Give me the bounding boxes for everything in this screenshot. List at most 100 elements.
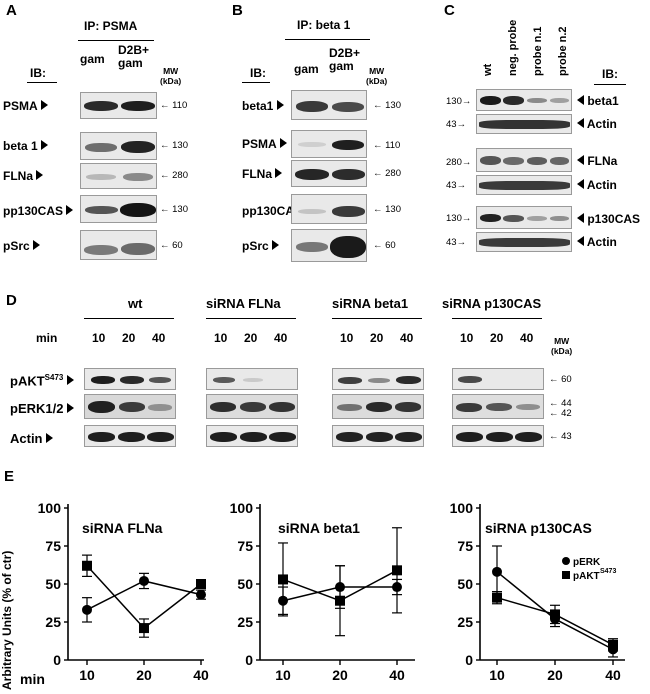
y-tick-label: 25	[237, 614, 253, 630]
triangle-right-icon	[36, 170, 44, 180]
blot-c-p130cas	[476, 206, 572, 229]
mw-marker: ← 130	[160, 204, 188, 215]
blot-d-p130cas-actin	[452, 425, 544, 447]
x-tick-label: 10	[275, 667, 291, 683]
triangle-right-icon	[41, 140, 49, 150]
row-label: Actin	[577, 178, 617, 192]
row-label: Actin	[10, 431, 54, 446]
y-tick-label: 50	[457, 576, 473, 592]
blot-d-p130cas-pakt	[452, 368, 544, 390]
triangle-left-icon	[577, 179, 584, 189]
data-point-circle	[392, 582, 402, 593]
triangle-left-icon	[577, 236, 584, 246]
panel-letter-d: D	[6, 292, 17, 309]
blot-d-beta1-pakt	[332, 368, 424, 390]
ib-label-c: IB:	[602, 67, 618, 81]
series-line	[86, 565, 202, 630]
triangle-right-icon	[275, 168, 283, 178]
mw-marker: ← 43	[549, 431, 572, 442]
row-label: beta1	[242, 99, 284, 113]
time-label: 10	[214, 331, 228, 345]
mw-marker: 280→	[446, 157, 472, 168]
x-tick-label: 40	[389, 667, 405, 683]
mw-marker: 130→	[446, 96, 472, 107]
blot-a-psma	[80, 92, 157, 119]
y-tick-label: 0	[465, 652, 473, 668]
blot-b-flna	[291, 160, 367, 187]
panel-letter-a: A	[6, 2, 17, 19]
data-point-square	[82, 560, 92, 571]
data-point-circle	[335, 582, 345, 593]
legend-label: pAKT	[573, 571, 600, 582]
data-point-circle	[139, 575, 149, 586]
data-point-circle	[492, 566, 502, 577]
mw-marker: ← 60	[549, 374, 572, 385]
legend-superscript: S473	[600, 568, 616, 575]
x-tick-label: 20	[136, 667, 152, 683]
mw-marker: ← 42	[549, 408, 572, 419]
blot-a-flna	[80, 163, 157, 189]
ip-label-a: IP: PSMA	[84, 19, 138, 33]
mw-marker: ← 110	[160, 100, 188, 111]
blot-a-psrc	[80, 230, 157, 260]
mw-marker: 43→	[446, 119, 467, 130]
panel-letter-c: C	[444, 2, 455, 19]
x-tick-label: 10	[489, 667, 505, 683]
legend-label: pERK	[573, 557, 601, 568]
lane-label-b-2: D2B+ gam	[329, 46, 361, 73]
chart-title: siRNA p130CAS	[485, 520, 592, 536]
triangle-right-icon	[33, 240, 41, 250]
data-point-square	[196, 579, 206, 589]
y-tick-label: 100	[38, 500, 62, 516]
row-label: FLNa	[577, 154, 617, 168]
y-axis-label: Arbitrary Units (% of ctr)	[0, 550, 14, 690]
triangle-left-icon	[577, 213, 584, 223]
data-point-square	[492, 592, 502, 603]
time-label: 10	[92, 331, 106, 345]
blot-b-pp130cas	[291, 194, 367, 224]
mw-header-a: MW (kDa)	[160, 66, 182, 86]
x-tick-label: 10	[79, 667, 95, 683]
data-point-circle	[278, 595, 288, 606]
group-underline	[452, 318, 542, 319]
triangle-right-icon	[66, 375, 74, 386]
row-label: beta 1	[3, 139, 49, 153]
row-label: pAKTS473	[10, 373, 74, 388]
blot-d-beta1-perk	[332, 394, 424, 419]
blot-b-beta1	[291, 90, 367, 120]
legend-marker-circle	[562, 557, 570, 565]
x-tick-label: 20	[547, 667, 563, 683]
blot-d-beta1-actin	[332, 425, 424, 447]
triangle-right-icon	[40, 100, 48, 110]
row-label: Actin	[577, 235, 617, 249]
mw-marker: ← 110	[373, 140, 401, 151]
row-label: PSMA	[242, 137, 287, 151]
data-point-circle	[550, 613, 560, 624]
y-tick-label: 0	[53, 652, 61, 668]
time-label: 20	[490, 331, 504, 345]
row-label: p130CAS	[577, 212, 640, 226]
blot-b-psma	[291, 130, 367, 158]
time-label: 40	[400, 331, 414, 345]
data-point-circle	[82, 604, 92, 615]
lane-label-a-1: gam	[80, 52, 105, 66]
data-point-square	[278, 574, 288, 585]
lane-label-b-1: gam	[294, 62, 319, 76]
x-tick-label: 40	[605, 667, 621, 683]
panel-letter-e: E	[4, 468, 15, 485]
group-underline	[84, 318, 174, 319]
time-label: 40	[274, 331, 288, 345]
data-point-square	[392, 565, 402, 576]
y-tick-label: 25	[45, 614, 61, 630]
time-label: 10	[340, 331, 354, 345]
blot-a-beta1	[80, 132, 157, 160]
x-tick-label: 40	[193, 667, 209, 683]
row-label: pp130CAS	[3, 204, 74, 218]
legend-marker-square	[562, 571, 570, 579]
ib-label-a: IB:	[30, 66, 46, 80]
y-tick-label: 75	[457, 538, 473, 554]
triangle-right-icon	[46, 433, 54, 443]
triangle-right-icon	[279, 138, 287, 148]
x-tick-label: 20	[332, 667, 348, 683]
mw-marker: ← 60	[373, 240, 396, 251]
